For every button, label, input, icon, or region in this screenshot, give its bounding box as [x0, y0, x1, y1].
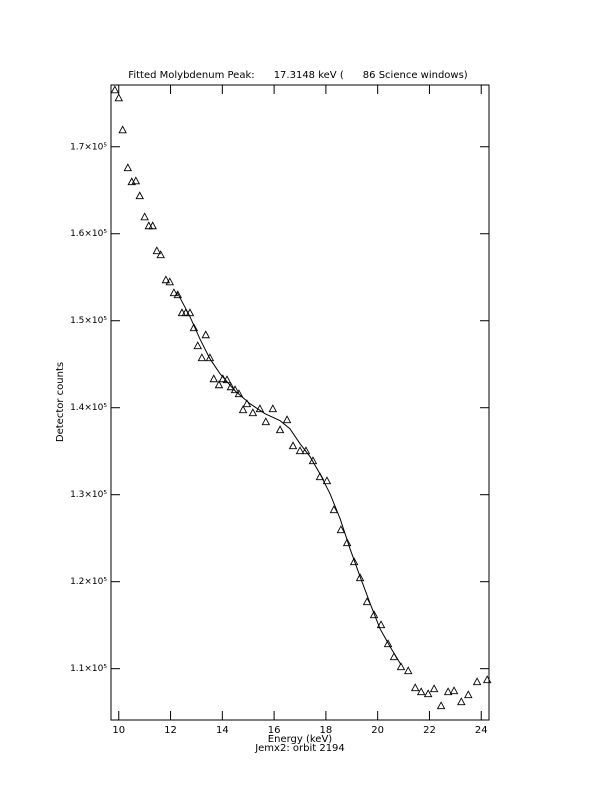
data-point [242, 399, 252, 408]
data-point [197, 353, 207, 362]
x-tick-label: 16 [268, 725, 281, 736]
data-point [152, 246, 162, 255]
y-tick-label: 1.6×10⁵ [70, 229, 107, 239]
plot-frame [110, 84, 490, 721]
data-point [165, 277, 175, 286]
x-tick-label: 22 [423, 725, 436, 736]
data-point [369, 610, 379, 619]
data-point [238, 405, 248, 414]
data-point [410, 683, 420, 692]
data-point [396, 662, 406, 671]
data-point [282, 415, 292, 424]
data-point [482, 675, 492, 684]
x-tick-label: 10 [112, 725, 125, 736]
y-tick-label: 1.7×10⁵ [70, 142, 107, 152]
data-point [349, 557, 359, 566]
data-point [308, 456, 318, 465]
data-point [457, 697, 466, 706]
data-point [110, 85, 120, 94]
data-point [255, 404, 265, 413]
x-tick-label: 12 [164, 725, 177, 736]
data-point [140, 212, 149, 221]
chart-title: Fitted Molybdenum Peak: 17.3148 keV ( 86… [128, 70, 468, 81]
data-point [336, 525, 346, 534]
data-point [135, 191, 144, 200]
y-axis-label: Detector counts [55, 362, 66, 442]
data-point [201, 330, 211, 339]
data-point [114, 93, 124, 102]
y-tick-label: 1.3×10⁵ [70, 490, 107, 500]
x-tick-label: 20 [371, 725, 384, 736]
data-point [118, 125, 127, 134]
data-point [362, 597, 372, 606]
x-tick-label: 14 [216, 725, 229, 736]
x-axis-label: Energy (keV) [268, 734, 333, 745]
data-point [329, 505, 339, 514]
data-point [429, 684, 439, 693]
data-point [248, 408, 258, 417]
data-point [436, 701, 446, 710]
data-point [205, 353, 215, 362]
data-point [376, 620, 386, 629]
data-point [383, 639, 393, 648]
x-tick-label: 18 [320, 725, 333, 736]
data-point [161, 275, 171, 284]
data-point [156, 250, 165, 259]
y-tick-label: 1.1×10⁵ [70, 664, 107, 674]
data-point [322, 476, 332, 485]
data-point [214, 380, 224, 389]
data-point [148, 221, 157, 230]
data-point [226, 382, 236, 391]
data-point [355, 573, 365, 582]
data-point [464, 690, 473, 699]
data-point [288, 441, 298, 450]
data-point [449, 686, 459, 695]
data-point [423, 689, 433, 698]
y-tick-label: 1.4×10⁵ [70, 403, 107, 413]
data-point [443, 687, 453, 696]
data-point [342, 538, 352, 547]
data-point [472, 677, 482, 686]
data-point [173, 290, 183, 299]
subtitle: Jemx2: orbit 2194 [254, 743, 345, 754]
y-tick-label: 1.2×10⁵ [70, 577, 107, 587]
data-point [275, 425, 285, 434]
data-point [268, 404, 278, 413]
y-tick-label: 1.5×10⁵ [70, 316, 107, 326]
data-point [123, 163, 133, 172]
data-point [131, 176, 141, 185]
data-point [403, 666, 413, 675]
data-point [416, 687, 426, 696]
data-point [234, 389, 244, 398]
data-point [261, 417, 271, 426]
data-point [169, 288, 179, 297]
data-point [295, 446, 305, 455]
data-point [301, 446, 311, 455]
data-point [189, 323, 199, 332]
data-point [209, 374, 219, 383]
x-tick-label: 24 [475, 725, 488, 736]
data-point [193, 341, 202, 350]
fit-line [176, 291, 402, 665]
